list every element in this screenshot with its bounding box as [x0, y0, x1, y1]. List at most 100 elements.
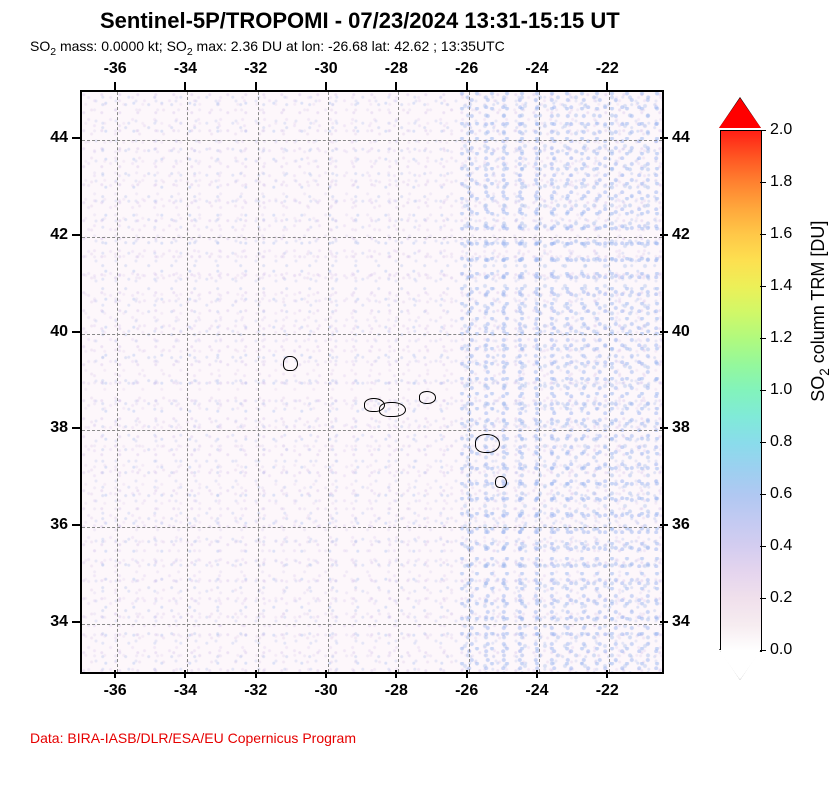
grid-vertical [187, 92, 188, 672]
island-outline [475, 434, 500, 453]
x-tick-label-top: -26 [455, 60, 478, 78]
colorbar-tick [760, 338, 766, 339]
tick-left [72, 234, 80, 236]
x-tick-label-top: -32 [244, 60, 267, 78]
x-tick-label-bottom: -30 [314, 682, 337, 700]
colorbar-title-text: SO [808, 376, 828, 402]
colorbar-tick-label: 2.0 [770, 121, 792, 139]
tick-bottom [114, 670, 116, 678]
tick-right [660, 137, 668, 139]
grid-horizontal [82, 527, 662, 528]
tick-top [606, 82, 608, 90]
tick-bottom [466, 670, 468, 678]
x-tick-label-bottom: -22 [596, 682, 619, 700]
x-tick-label-top: -24 [525, 60, 548, 78]
x-tick-label-top: -36 [104, 60, 127, 78]
colorbar-tick-label: 1.0 [770, 381, 792, 399]
colorbar-segment [721, 443, 761, 469]
y-tick-label-right: 36 [672, 516, 690, 534]
colorbar-under-arrow [719, 650, 761, 680]
tick-right [660, 331, 668, 333]
colorbar-title-text: column TRM [DU] [808, 221, 828, 369]
colorbar-segment [721, 573, 761, 599]
colorbar-tick [760, 546, 766, 547]
island-outline [379, 402, 406, 418]
colorbar-segment [721, 313, 761, 339]
island-outline [419, 391, 437, 404]
colorbar-tick [760, 234, 766, 235]
figure-subtitle: SO2 mass: 0.0000 kt; SO2 max: 2.36 DU at… [30, 38, 505, 58]
colorbar-segment [721, 365, 761, 391]
attribution-text: Data: BIRA-IASB/DLR/ESA/EU Copernicus Pr… [30, 730, 356, 746]
tick-left [72, 137, 80, 139]
subtitle-text: mass: 0.0000 kt; SO [56, 38, 187, 54]
grid-vertical [609, 92, 610, 672]
y-tick-label-left: 34 [28, 613, 68, 631]
x-tick-label-top: -28 [385, 60, 408, 78]
colorbar-tick-label: 1.2 [770, 329, 792, 347]
colorbar: SO2 column TRM [DU] 0.00.20.40.60.81.01.… [720, 100, 820, 680]
map-noise-right [459, 92, 662, 672]
grid-horizontal [82, 334, 662, 335]
y-tick-label-left: 36 [28, 516, 68, 534]
tick-right [660, 427, 668, 429]
colorbar-tick-label: 0.8 [770, 433, 792, 451]
colorbar-tick [760, 494, 766, 495]
colorbar-segment [721, 287, 761, 313]
tick-right [660, 524, 668, 526]
colorbar-tick [760, 650, 766, 651]
y-tick-label-right: 44 [672, 129, 690, 147]
colorbar-segment [721, 495, 761, 521]
tick-bottom [255, 670, 257, 678]
tick-bottom [606, 670, 608, 678]
tick-left [72, 427, 80, 429]
colorbar-tick-label: 0.6 [770, 485, 792, 503]
colorbar-segment [721, 547, 761, 573]
colorbar-title-sub: 2 [817, 368, 830, 376]
colorbar-tick [760, 598, 766, 599]
y-tick-label-right: 38 [672, 419, 690, 437]
x-tick-label-bottom: -36 [104, 682, 127, 700]
tick-top [466, 82, 468, 90]
grid-vertical [328, 92, 329, 672]
map-plot-area [80, 90, 664, 674]
x-tick-label-top: -30 [314, 60, 337, 78]
tick-top [395, 82, 397, 90]
colorbar-tick-label: 1.6 [770, 225, 792, 243]
colorbar-segment [721, 157, 761, 183]
colorbar-segment [721, 521, 761, 547]
colorbar-segment [721, 131, 761, 157]
colorbar-tick-label: 0.4 [770, 537, 792, 555]
tick-bottom [184, 670, 186, 678]
y-tick-label-left: 38 [28, 419, 68, 437]
tick-top [325, 82, 327, 90]
tick-bottom [536, 670, 538, 678]
tick-left [72, 331, 80, 333]
tick-left [72, 524, 80, 526]
tick-top [536, 82, 538, 90]
x-tick-label-top: -34 [174, 60, 197, 78]
grid-vertical [539, 92, 540, 672]
colorbar-tick-label: 0.2 [770, 589, 792, 607]
grid-horizontal [82, 624, 662, 625]
colorbar-segment [721, 417, 761, 443]
colorbar-segment [721, 625, 761, 651]
grid-vertical [469, 92, 470, 672]
colorbar-segment [721, 599, 761, 625]
subtitle-text: SO [30, 38, 50, 54]
colorbar-tick [760, 442, 766, 443]
colorbar-segment [721, 209, 761, 235]
colorbar-tick [760, 286, 766, 287]
tick-bottom [395, 670, 397, 678]
island-outline [283, 356, 297, 372]
colorbar-tick-label: 1.4 [770, 277, 792, 295]
colorbar-tick [760, 130, 766, 131]
colorbar-segment [721, 469, 761, 495]
tick-top [184, 82, 186, 90]
grid-vertical [398, 92, 399, 672]
tick-right [660, 234, 668, 236]
colorbar-segment [721, 339, 761, 365]
y-tick-label-left: 40 [28, 323, 68, 341]
tick-bottom [325, 670, 327, 678]
colorbar-tick [760, 390, 766, 391]
